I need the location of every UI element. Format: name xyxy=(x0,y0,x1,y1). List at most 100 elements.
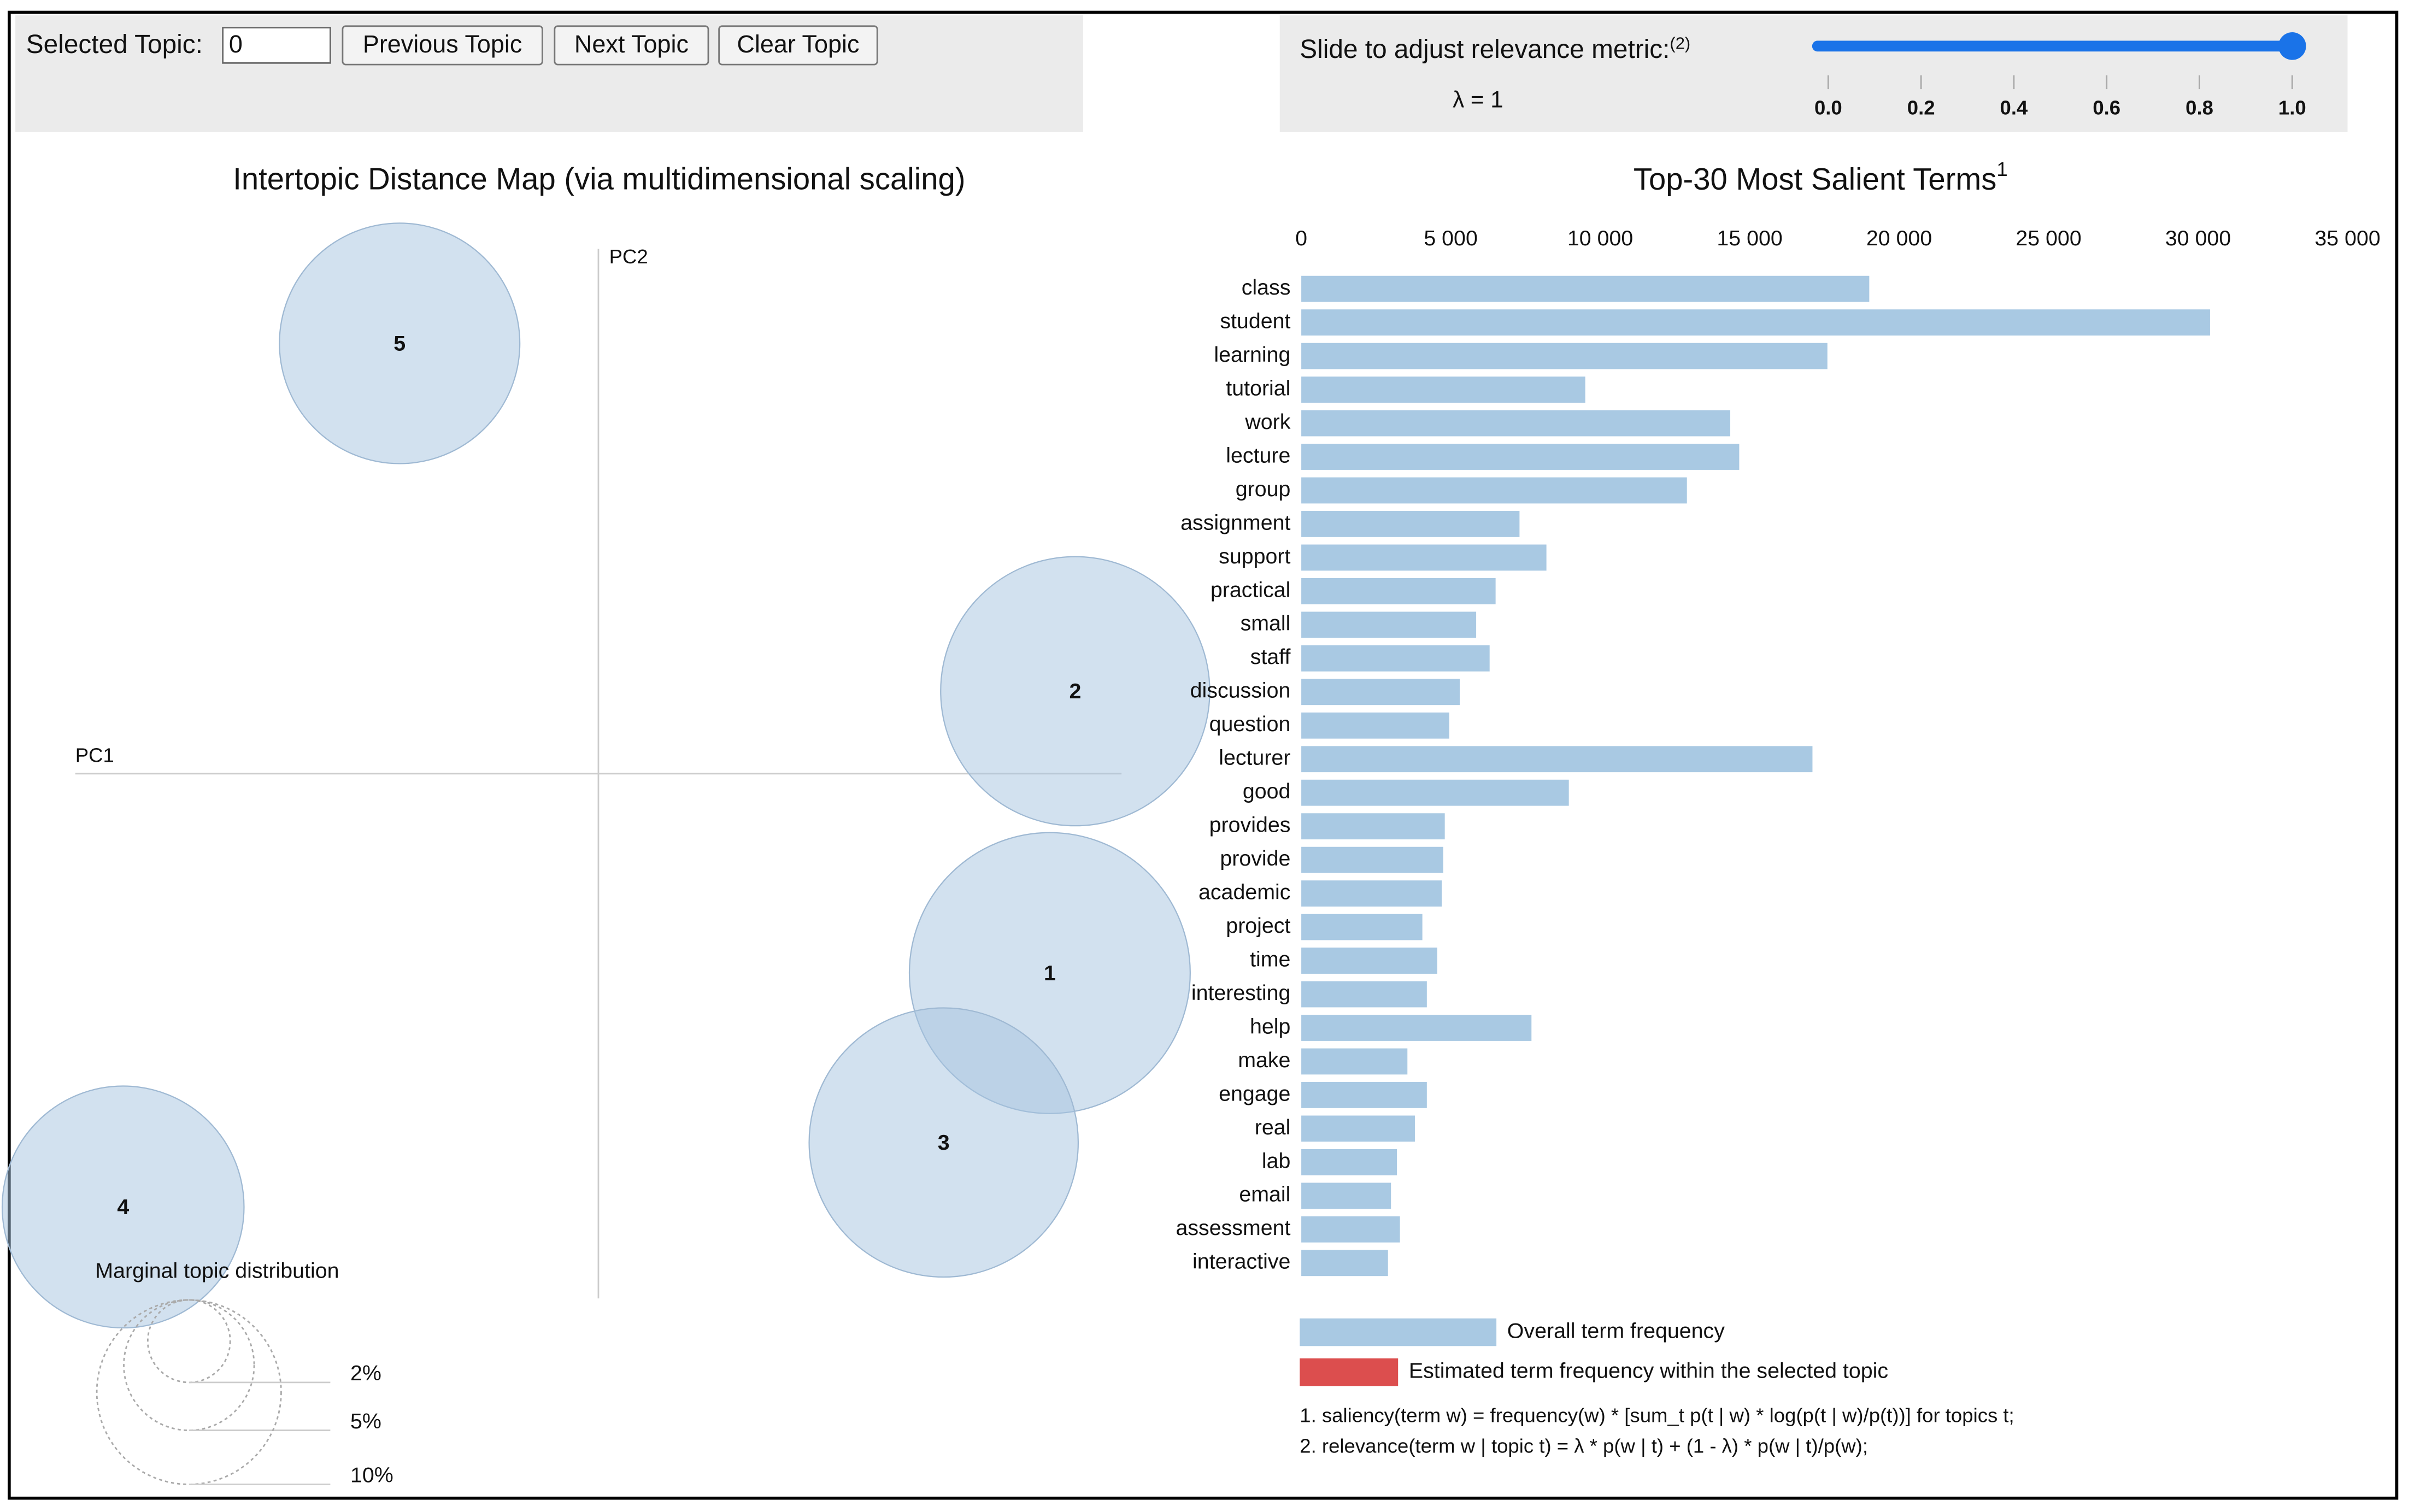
term-label[interactable]: real xyxy=(1255,1115,1291,1139)
bar xyxy=(1301,880,1442,907)
x-tick-label: 35 000 xyxy=(2314,226,2380,250)
size-legend-label: 2% xyxy=(350,1361,381,1385)
topic-label: Selected Topic: xyxy=(26,30,203,59)
button[interactable] xyxy=(554,25,709,66)
input-box[interactable] xyxy=(222,27,331,64)
size-legend-label: 5% xyxy=(350,1409,381,1433)
button-label[interactable]: Next Topic xyxy=(574,30,689,58)
button-label[interactable]: Previous Topic xyxy=(363,30,522,58)
term-label[interactable]: support xyxy=(1219,544,1290,568)
term-label[interactable]: learning xyxy=(1214,343,1290,367)
term-label[interactable]: interesting xyxy=(1191,981,1291,1005)
term-label[interactable]: project xyxy=(1226,914,1290,938)
slider-label-note: (2) xyxy=(1670,34,1690,53)
slider-label-text: Slide to adjust relevance metric: xyxy=(1300,34,1670,63)
bar xyxy=(1301,981,1427,1008)
topic-panel xyxy=(15,15,1083,132)
term-label[interactable]: practical xyxy=(1211,578,1291,602)
term-label[interactable]: tutorial xyxy=(1226,376,1290,400)
term-label[interactable]: provide xyxy=(1220,846,1290,870)
size-legend-circle xyxy=(123,1299,255,1431)
x-tick-label: 20 000 xyxy=(1866,226,1932,250)
term-label[interactable]: good xyxy=(1243,779,1291,803)
bar-title-text: Top-30 Most Salient Terms xyxy=(1634,162,1996,196)
topic-bubble[interactable] xyxy=(940,556,1211,827)
x-tick-label: 0 xyxy=(1295,226,1307,250)
topic-bubble[interactable] xyxy=(1,1085,245,1329)
legend-swatch xyxy=(1300,1318,1497,1346)
button-label[interactable]: Clear Topic xyxy=(737,30,859,58)
bar xyxy=(1301,611,1477,638)
term-label[interactable]: interactive xyxy=(1192,1250,1290,1274)
x-tick-label: 30 000 xyxy=(2165,226,2231,250)
x-axis-label: PC1 xyxy=(75,744,114,767)
button[interactable] xyxy=(342,25,543,66)
bar xyxy=(1301,679,1460,705)
bar xyxy=(1301,343,1828,369)
term-label[interactable]: assessment xyxy=(1176,1216,1290,1240)
term-label[interactable]: work xyxy=(1244,410,1290,434)
term-label[interactable]: question xyxy=(1209,712,1291,736)
bar-title-note: 1 xyxy=(1996,158,2007,180)
topic-bubble[interactable] xyxy=(808,1007,1079,1278)
size-legend-circle xyxy=(146,1299,231,1384)
term-label[interactable]: discussion xyxy=(1190,679,1291,703)
bar xyxy=(1301,1182,1391,1209)
bar xyxy=(1301,846,1443,873)
term-label[interactable]: student xyxy=(1220,309,1290,333)
term-label[interactable]: assignment xyxy=(1180,510,1290,534)
slider-tick-label: 0.4 xyxy=(2000,96,2028,119)
slider-knob[interactable] xyxy=(2278,32,2306,60)
term-label[interactable]: small xyxy=(1241,611,1291,636)
footnote: 2. relevance(term w | topic t) = λ * p(w… xyxy=(1300,1435,1868,1457)
bar xyxy=(1301,1015,1532,1041)
term-label[interactable]: lecturer xyxy=(1219,746,1290,770)
bar xyxy=(1301,578,1496,604)
y-axis-label: PC2 xyxy=(609,245,648,268)
term-label[interactable]: make xyxy=(1238,1048,1290,1072)
button[interactable] xyxy=(718,25,878,66)
bar xyxy=(1301,1250,1388,1276)
input-value[interactable]: 0 xyxy=(229,30,243,58)
term-label[interactable]: academic xyxy=(1198,880,1290,904)
x-tick-label: 25 000 xyxy=(2016,226,2081,250)
term-label[interactable]: class xyxy=(1242,275,1291,299)
topic-label: 4 xyxy=(117,1195,129,1219)
bar xyxy=(1301,275,1870,302)
bar xyxy=(1301,477,1687,504)
bar xyxy=(1301,914,1423,940)
legend-label: Overall term frequency xyxy=(1507,1319,1725,1343)
slider-tick-label: 0.2 xyxy=(1907,96,1935,119)
bar xyxy=(1301,1048,1408,1075)
legend-swatch xyxy=(1300,1358,1399,1386)
topic-label: 3 xyxy=(938,1131,950,1155)
slider-tick-label: 0.8 xyxy=(2185,96,2213,119)
topic-input[interactable]: 0 xyxy=(222,27,331,64)
topic-label: 2 xyxy=(1069,679,1081,703)
bar xyxy=(1301,444,1740,470)
term-label[interactable]: help xyxy=(1250,1014,1290,1038)
bar xyxy=(1301,779,1569,806)
term-label[interactable]: email xyxy=(1239,1182,1290,1207)
slider-panel xyxy=(1279,15,2348,132)
term-label[interactable]: lab xyxy=(1262,1149,1291,1173)
term-label[interactable]: engage xyxy=(1219,1081,1290,1105)
scatter-title: Intertopic Distance Map (via multidimens… xyxy=(233,162,965,196)
term-label[interactable]: lecture xyxy=(1226,443,1290,467)
size-legend-title: Marginal topic distribution xyxy=(95,1259,339,1283)
bar xyxy=(1301,712,1449,739)
term-label[interactable]: time xyxy=(1250,947,1290,971)
bar xyxy=(1301,1149,1397,1175)
x-tick-label: 15 000 xyxy=(1717,226,1782,250)
bar xyxy=(1301,746,1813,773)
topic-bubble[interactable] xyxy=(279,222,521,464)
term-label[interactable]: provides xyxy=(1209,813,1291,837)
term-label[interactable]: staff xyxy=(1250,645,1291,669)
slider-tick-label: 1.0 xyxy=(2278,96,2306,119)
footnote: 1. saliency(term w) = frequency(w) * [su… xyxy=(1300,1404,2014,1426)
term-label[interactable]: group xyxy=(1236,477,1291,501)
x-tick-label: 5 000 xyxy=(1424,226,1477,250)
bar xyxy=(1301,813,1445,840)
